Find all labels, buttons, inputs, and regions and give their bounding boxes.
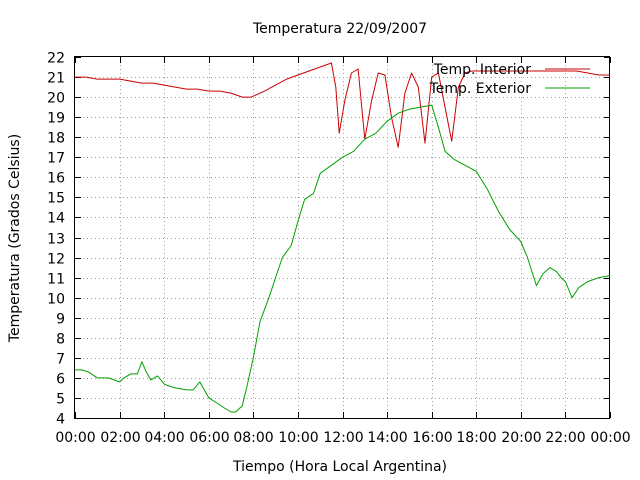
x-tick-label: 04:00 (144, 430, 184, 446)
y-tick-label: 12 (47, 252, 65, 268)
y-tick-label: 8 (56, 332, 65, 348)
y-tick-label: 18 (47, 131, 65, 147)
plot-frame (74, 56, 610, 419)
y-tick-label: 7 (56, 352, 65, 368)
x-tick-label: 10:00 (278, 430, 318, 446)
legend: Temp. Interior Temp. Exterior (429, 62, 590, 97)
y-tick-label: 14 (47, 211, 65, 227)
legend-label: Temp. Interior (433, 62, 532, 78)
series-line-1 (75, 104, 611, 413)
x-tick-label: 00:00 (55, 430, 95, 446)
y-tick-label: 15 (47, 191, 65, 207)
axis-ticks: 4 5 6 7 8 9 10 11 12 13 14 15 16 17 18 19 20 21 22 00:00 02:… (47, 51, 631, 447)
x-tick-label: 02:00 (100, 430, 140, 446)
x-axis-label: Tiempo (Hora Local Argentina) (232, 459, 447, 475)
y-tick-label: 17 (47, 151, 65, 167)
y-tick-label: 19 (47, 111, 65, 127)
y-tick-label: 9 (56, 312, 65, 328)
x-tick-label: 00:00 (590, 430, 630, 446)
x-tick-label: 22:00 (545, 430, 585, 446)
x-tick-label: 08:00 (233, 430, 273, 446)
y-tick-label: 10 (47, 292, 65, 308)
y-tick-label: 13 (47, 232, 65, 248)
legend-label: Temp. Exterior (429, 81, 532, 97)
x-tick-label: 16:00 (412, 430, 452, 446)
x-tick-label: 12:00 (323, 430, 363, 446)
y-tick-label: 22 (47, 51, 65, 67)
grid (75, 57, 610, 418)
y-tick-label: 16 (47, 171, 65, 187)
chart-title: Temperatura 22/09/2007 (252, 21, 427, 37)
series-lines (75, 62, 611, 413)
y-tick-label: 11 (47, 272, 65, 288)
y-tick-label: 20 (47, 91, 65, 107)
y-tick-label: 5 (56, 392, 65, 408)
y-axis-label: Temperatura (Grados Celsius) (7, 134, 23, 343)
y-tick-label: 21 (47, 71, 65, 87)
y-tick-label: 6 (56, 372, 65, 388)
x-tick-label: 18:00 (456, 430, 496, 446)
x-tick-label: 20:00 (501, 430, 541, 446)
x-tick-label: 06:00 (189, 430, 229, 446)
x-tick-label: 14:00 (367, 430, 407, 446)
y-tick-label: 4 (56, 412, 65, 428)
